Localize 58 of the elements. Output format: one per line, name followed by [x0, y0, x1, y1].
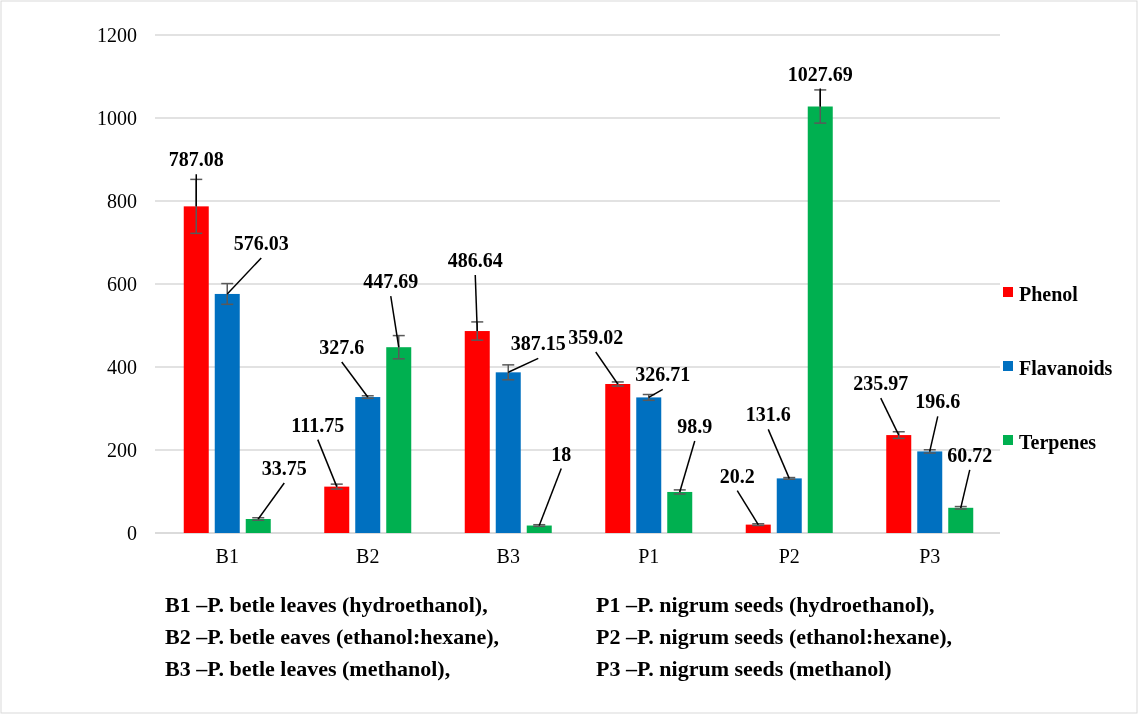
legend-label: Terpenes — [1019, 431, 1097, 454]
data-label: 1027.69 — [787, 62, 853, 85]
x-tick-label: B1 — [215, 545, 239, 567]
text: B1 –P. betle leaves (hydroethanol), — [165, 592, 488, 617]
y-tick-label: 0 — [127, 522, 137, 544]
data-label: 447.69 — [363, 270, 419, 293]
y-tick-label: 200 — [107, 439, 137, 461]
bar — [636, 397, 662, 533]
bar — [948, 507, 974, 533]
bar — [245, 518, 271, 533]
data-label: 327.6 — [319, 336, 365, 359]
bar — [214, 293, 240, 533]
bar — [917, 451, 943, 533]
bar — [386, 347, 412, 533]
data-label: 787.08 — [168, 148, 224, 171]
data-label: 111.75 — [291, 413, 345, 436]
data-label: 326.71 — [635, 363, 691, 386]
y-tick-label: 400 — [107, 356, 137, 378]
data-label: 235.97 — [853, 372, 909, 395]
data-label: 131.6 — [745, 403, 791, 426]
bar — [183, 206, 209, 533]
bar — [355, 397, 381, 533]
data-label: 60.72 — [947, 443, 993, 466]
data-label: 33.75 — [261, 456, 307, 479]
x-tick-label: P2 — [778, 545, 800, 567]
x-tick-label: B3 — [496, 545, 520, 567]
x-tick-label: P3 — [919, 545, 941, 567]
bar — [605, 384, 631, 533]
bar — [495, 372, 521, 533]
y-tick-label: 800 — [107, 190, 137, 212]
x-tick-label: P1 — [638, 545, 660, 567]
bar — [324, 486, 350, 533]
bar — [464, 331, 490, 533]
y-tick-label: 1000 — [97, 107, 137, 129]
y-tick-label: 1200 — [97, 24, 137, 46]
legend-label: Phenol — [1019, 283, 1079, 305]
data-label: 387.15 — [510, 332, 566, 355]
text: B2 –P. betle eaves (ethanol:hexane), — [165, 624, 500, 649]
bar — [526, 525, 552, 533]
y-tick-label: 600 — [107, 273, 137, 295]
legend-label: Flavanoids — [1019, 357, 1113, 379]
text: P2 –P. nigrum seeds (ethanol:hexane), — [596, 624, 953, 649]
data-label: 359.02 — [568, 326, 624, 349]
bar — [807, 106, 833, 533]
data-label: 98.9 — [677, 414, 713, 437]
bar — [667, 491, 693, 533]
data-label: 20.2 — [719, 464, 755, 487]
data-label: 486.64 — [447, 249, 503, 272]
text: B3 –P. betle leaves (methanol), — [165, 656, 451, 681]
data-label: 576.03 — [233, 231, 289, 254]
data-label: 196.6 — [915, 390, 961, 413]
bar — [745, 524, 771, 533]
x-tick-label: B2 — [356, 545, 380, 567]
bar — [776, 478, 802, 533]
data-label: 18 — [551, 442, 572, 465]
text: P1 –P. nigrum seeds (hydroethanol), — [596, 592, 935, 617]
bar — [886, 435, 912, 533]
text: P3 –P. nigrum seeds (methanol) — [596, 656, 892, 681]
